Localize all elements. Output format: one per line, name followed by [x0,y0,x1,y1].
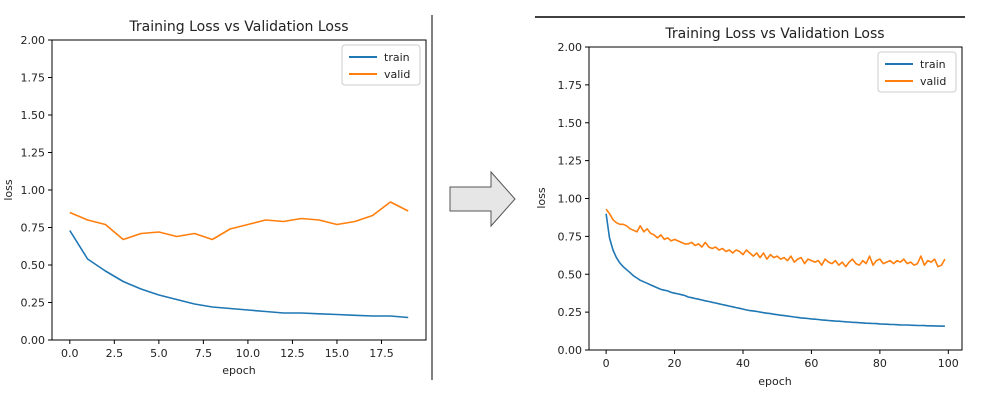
x-tick-label: 20 [668,357,682,370]
y-tick-label: 0.50 [21,259,46,272]
series-line-valid [69,201,409,241]
x-tick-label: 0 [603,357,610,370]
y-tick-label: 2.00 [21,34,46,47]
plot-frame [588,46,963,351]
legend-label-train: train [384,51,410,64]
y-tick-label: 1.00 [21,184,46,197]
tick-layer: 0.00 0.25 0.50 0.75 1.00 1.25 1.50 1.75 2.00 0.0 2… [21,34,394,360]
series-layer [605,208,946,327]
y-axis-label: loss [2,179,15,201]
y-tick-label: 1.25 [558,155,583,168]
x-tick-label: 12.5 [280,347,305,360]
y-tick-label: 0.50 [558,268,583,281]
series-line-valid [605,208,946,268]
y-tick-label: 1.00 [558,193,583,206]
right-arrow-icon [449,170,516,228]
x-tick-label: 5.0 [150,347,168,360]
x-tick-label: 0.0 [61,347,79,360]
x-tick-label: 40 [736,357,750,370]
y-tick-label: 1.25 [21,147,46,160]
plot-frame [51,39,427,341]
tick-layer: 0.00 0.25 0.50 0.75 1.00 1.25 1.50 1.75 2.00 0 20 4… [558,41,959,370]
legend-label-valid: valid [384,68,410,81]
x-tick-label: 10.0 [236,347,261,360]
y-tick-label: 1.50 [21,109,46,122]
y-tick-label: 2.00 [558,41,583,54]
x-tick-label: 7.5 [195,347,213,360]
y-tick-label: 1.50 [558,117,583,130]
x-tick-label: 80 [873,357,887,370]
y-tick-label: 0.00 [21,334,46,347]
y-tick-label: 1.75 [558,79,583,92]
y-tick-label: 0.00 [558,344,583,357]
legend: train valid [341,44,421,86]
y-tick-label: 0.75 [558,230,583,243]
legend: train valid [877,51,957,93]
y-tick-label: 0.25 [558,306,583,319]
x-tick-label: 60 [804,357,818,370]
chart-title: Training Loss vs Validation Loss [128,19,348,35]
x-axis-label: epoch [222,364,256,377]
y-tick-label: 0.75 [21,222,46,235]
legend-label-train: train [920,58,946,71]
chart-title: Training Loss vs Validation Loss [664,26,884,42]
y-axis-label: loss [535,187,548,209]
x-tick-label: 2.5 [106,347,124,360]
series-line-train [69,230,409,319]
chart-right: Training Loss vs Validation Loss epoch l… [535,26,963,388]
x-tick-label: 100 [938,357,959,370]
x-tick-label: 17.5 [369,347,394,360]
y-tick-label: 1.75 [21,72,46,85]
x-tick-label: 15.0 [325,347,350,360]
series-line-train [605,213,945,327]
legend-label-valid: valid [920,75,946,88]
y-tick-label: 0.25 [21,297,46,310]
x-axis-label: epoch [758,375,792,388]
chart-left: Training Loss vs Validation Loss epoch l… [2,19,427,377]
series-layer [69,201,409,319]
